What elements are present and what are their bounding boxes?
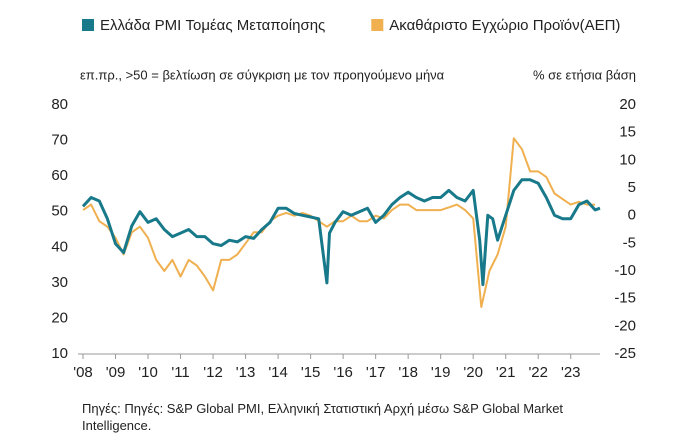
- x-tick-label: '20: [463, 364, 483, 381]
- x-tick-label: '12: [203, 364, 223, 381]
- series-line: [82, 137, 596, 308]
- y-tick-label: 50: [51, 203, 68, 220]
- y2-tick-label: 5: [628, 179, 636, 196]
- y2-tick-label: 15: [619, 124, 636, 141]
- subtitle-left: επ.πρ., >50 = βελτίωση σε σύγκριση με το…: [80, 67, 445, 82]
- x-tick-label: '15: [301, 364, 321, 381]
- x-tick-label: '23: [561, 364, 581, 381]
- y2-tick-label: -20: [614, 317, 636, 334]
- source-note: Πηγές: Πηγές: S&P Global PMI, Ελληνική Σ…: [82, 401, 564, 433]
- legend-swatch: [371, 19, 384, 31]
- y-tick-label: 40: [51, 238, 68, 255]
- x-tick-label: '22: [528, 364, 548, 381]
- x-tick-label: '11: [171, 364, 189, 381]
- y2-tick-label: -25: [614, 345, 636, 362]
- x-tick-label: '08: [73, 364, 93, 381]
- y2-tick-label: -5: [623, 234, 636, 251]
- x-tick-label: '14: [268, 364, 288, 381]
- y2-tick-label: -10: [614, 262, 636, 279]
- legend-swatch: [82, 19, 94, 31]
- y-tick-label: 20: [51, 309, 68, 326]
- legend-label: Ελλάδα PMI Τομέας Μεταποίησης: [100, 17, 325, 34]
- y-tick-label: 30: [51, 274, 68, 291]
- chart: επ.πρ., >50 = βελτίωση σε σύγκριση με το…: [51, 17, 636, 381]
- legend-label: Ακαθάριστο Εγχώριο Προϊόν(ΑΕΠ): [389, 17, 620, 34]
- subtitle-right: % σε ετήσια βάση: [533, 67, 636, 82]
- x-tick-label: '17: [366, 364, 386, 381]
- y-tick-label: 80: [51, 96, 68, 113]
- x-tick-label: '21: [496, 364, 516, 381]
- y2-tick-label: 10: [619, 151, 636, 168]
- x-tick-label: '13: [236, 364, 256, 381]
- x-tick-label: '16: [333, 364, 353, 381]
- y-tick-label: 60: [51, 167, 68, 184]
- x-tick-label: '18: [398, 364, 418, 381]
- series-line: [81, 178, 601, 287]
- y2-tick-label: -15: [614, 290, 636, 307]
- y2-tick-label: 0: [628, 207, 636, 224]
- x-tick-label: '10: [138, 364, 158, 381]
- y-tick-label: 10: [51, 345, 68, 362]
- x-tick-label: '19: [431, 364, 451, 381]
- y-tick-label: 70: [51, 132, 68, 149]
- y2-tick-label: 20: [619, 96, 636, 113]
- x-tick-label: '09: [106, 364, 126, 381]
